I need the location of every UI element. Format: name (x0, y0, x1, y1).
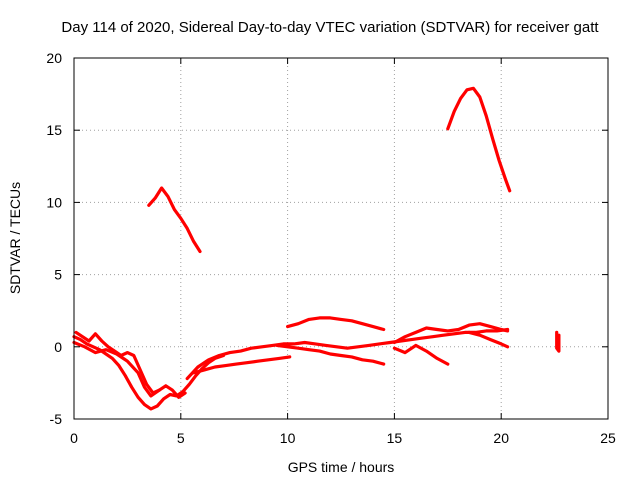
x-tick-label: 5 (177, 430, 185, 446)
x-tick-label: 25 (600, 430, 616, 446)
y-tick-label: 0 (54, 339, 62, 355)
plot-frame (73, 57, 609, 420)
series-arc-10 (467, 330, 510, 349)
x-axis-label: GPS time / hours (288, 459, 395, 475)
series-arc-6 (286, 316, 386, 332)
y-tick-label: 15 (46, 122, 62, 138)
y-axis-label: SDTVAR / TECUs (7, 182, 23, 294)
x-tick-label: 20 (493, 430, 509, 446)
series-arc-5 (192, 355, 292, 375)
x-tick-label: 15 (387, 430, 403, 446)
series-arc-8 (392, 322, 510, 345)
y-tick-label: -5 (50, 411, 63, 427)
series-arc-4 (185, 327, 510, 381)
series-arc-11 (147, 186, 202, 254)
grid-layer (74, 58, 608, 419)
y-tick-label: 10 (46, 194, 62, 210)
tick-layer: 0 5 10 15 20 25 -5 0 5 10 15 20 (46, 50, 616, 446)
y-tick-label: 5 (54, 267, 62, 283)
x-tick-label: 10 (280, 430, 296, 446)
y-tick-label: 20 (46, 50, 62, 66)
series-arc-13 (555, 330, 561, 353)
series-arc-2 (74, 330, 187, 399)
series-arc-9 (392, 343, 450, 366)
series-layer (72, 86, 561, 411)
x-tick-label: 0 (70, 430, 78, 446)
series-arc-12 (446, 86, 512, 193)
series-arc-1 (72, 335, 226, 411)
chart-title: Day 114 of 2020, Sidereal Day-to-day VTE… (61, 19, 599, 36)
series-arc-3 (72, 340, 161, 398)
series-arc-7 (275, 343, 386, 366)
